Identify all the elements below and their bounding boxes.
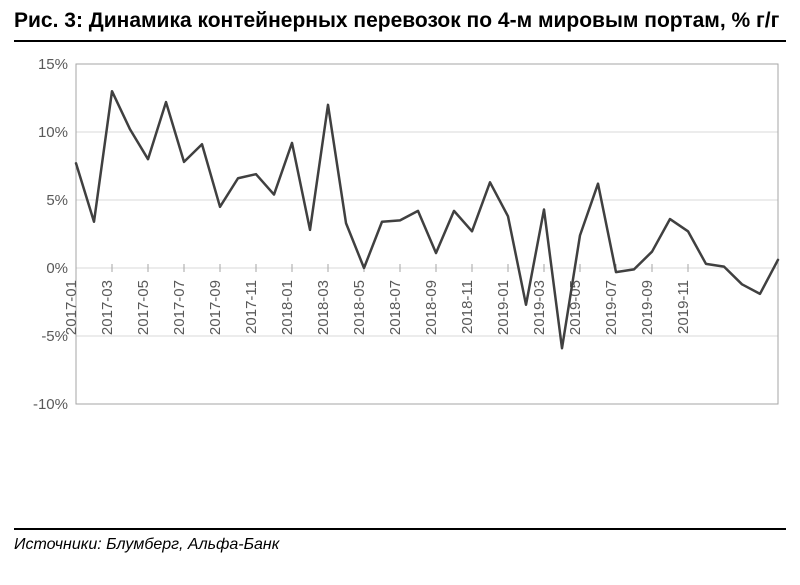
source-text: Источники: Блумберг, Альфа-Банк — [14, 536, 786, 554]
svg-text:2018-01: 2018-01 — [279, 280, 296, 335]
svg-text:2019-03: 2019-03 — [531, 280, 548, 335]
svg-text:2017-09: 2017-09 — [207, 280, 224, 335]
svg-text:2018-03: 2018-03 — [315, 280, 332, 335]
svg-text:2018-05: 2018-05 — [351, 280, 368, 335]
svg-text:2019-01: 2019-01 — [495, 280, 512, 335]
svg-text:2017-07: 2017-07 — [171, 280, 188, 335]
chart-frame: -10%-5%0%5%10%15%2017-012017-032017-0520… — [14, 40, 786, 530]
svg-text:2017-05: 2017-05 — [135, 280, 152, 335]
svg-text:2017-03: 2017-03 — [99, 280, 116, 335]
svg-text:15%: 15% — [38, 56, 68, 73]
svg-text:-10%: -10% — [33, 396, 68, 413]
chart-title: Рис. 3: Динамика контейнерных перевозок … — [14, 8, 786, 34]
svg-text:2019-07: 2019-07 — [603, 280, 620, 335]
svg-text:2018-11: 2018-11 — [459, 280, 476, 334]
svg-text:2018-07: 2018-07 — [387, 280, 404, 335]
line-chart: -10%-5%0%5%10%15%2017-012017-032017-0520… — [18, 54, 788, 524]
svg-text:0%: 0% — [46, 260, 68, 277]
svg-text:10%: 10% — [38, 124, 68, 141]
svg-text:2017-01: 2017-01 — [63, 280, 80, 335]
svg-text:2018-09: 2018-09 — [423, 280, 440, 335]
svg-text:2019-09: 2019-09 — [639, 280, 656, 335]
svg-text:2017-11: 2017-11 — [243, 280, 260, 334]
svg-text:2019-11: 2019-11 — [675, 280, 692, 334]
svg-text:5%: 5% — [46, 192, 68, 209]
